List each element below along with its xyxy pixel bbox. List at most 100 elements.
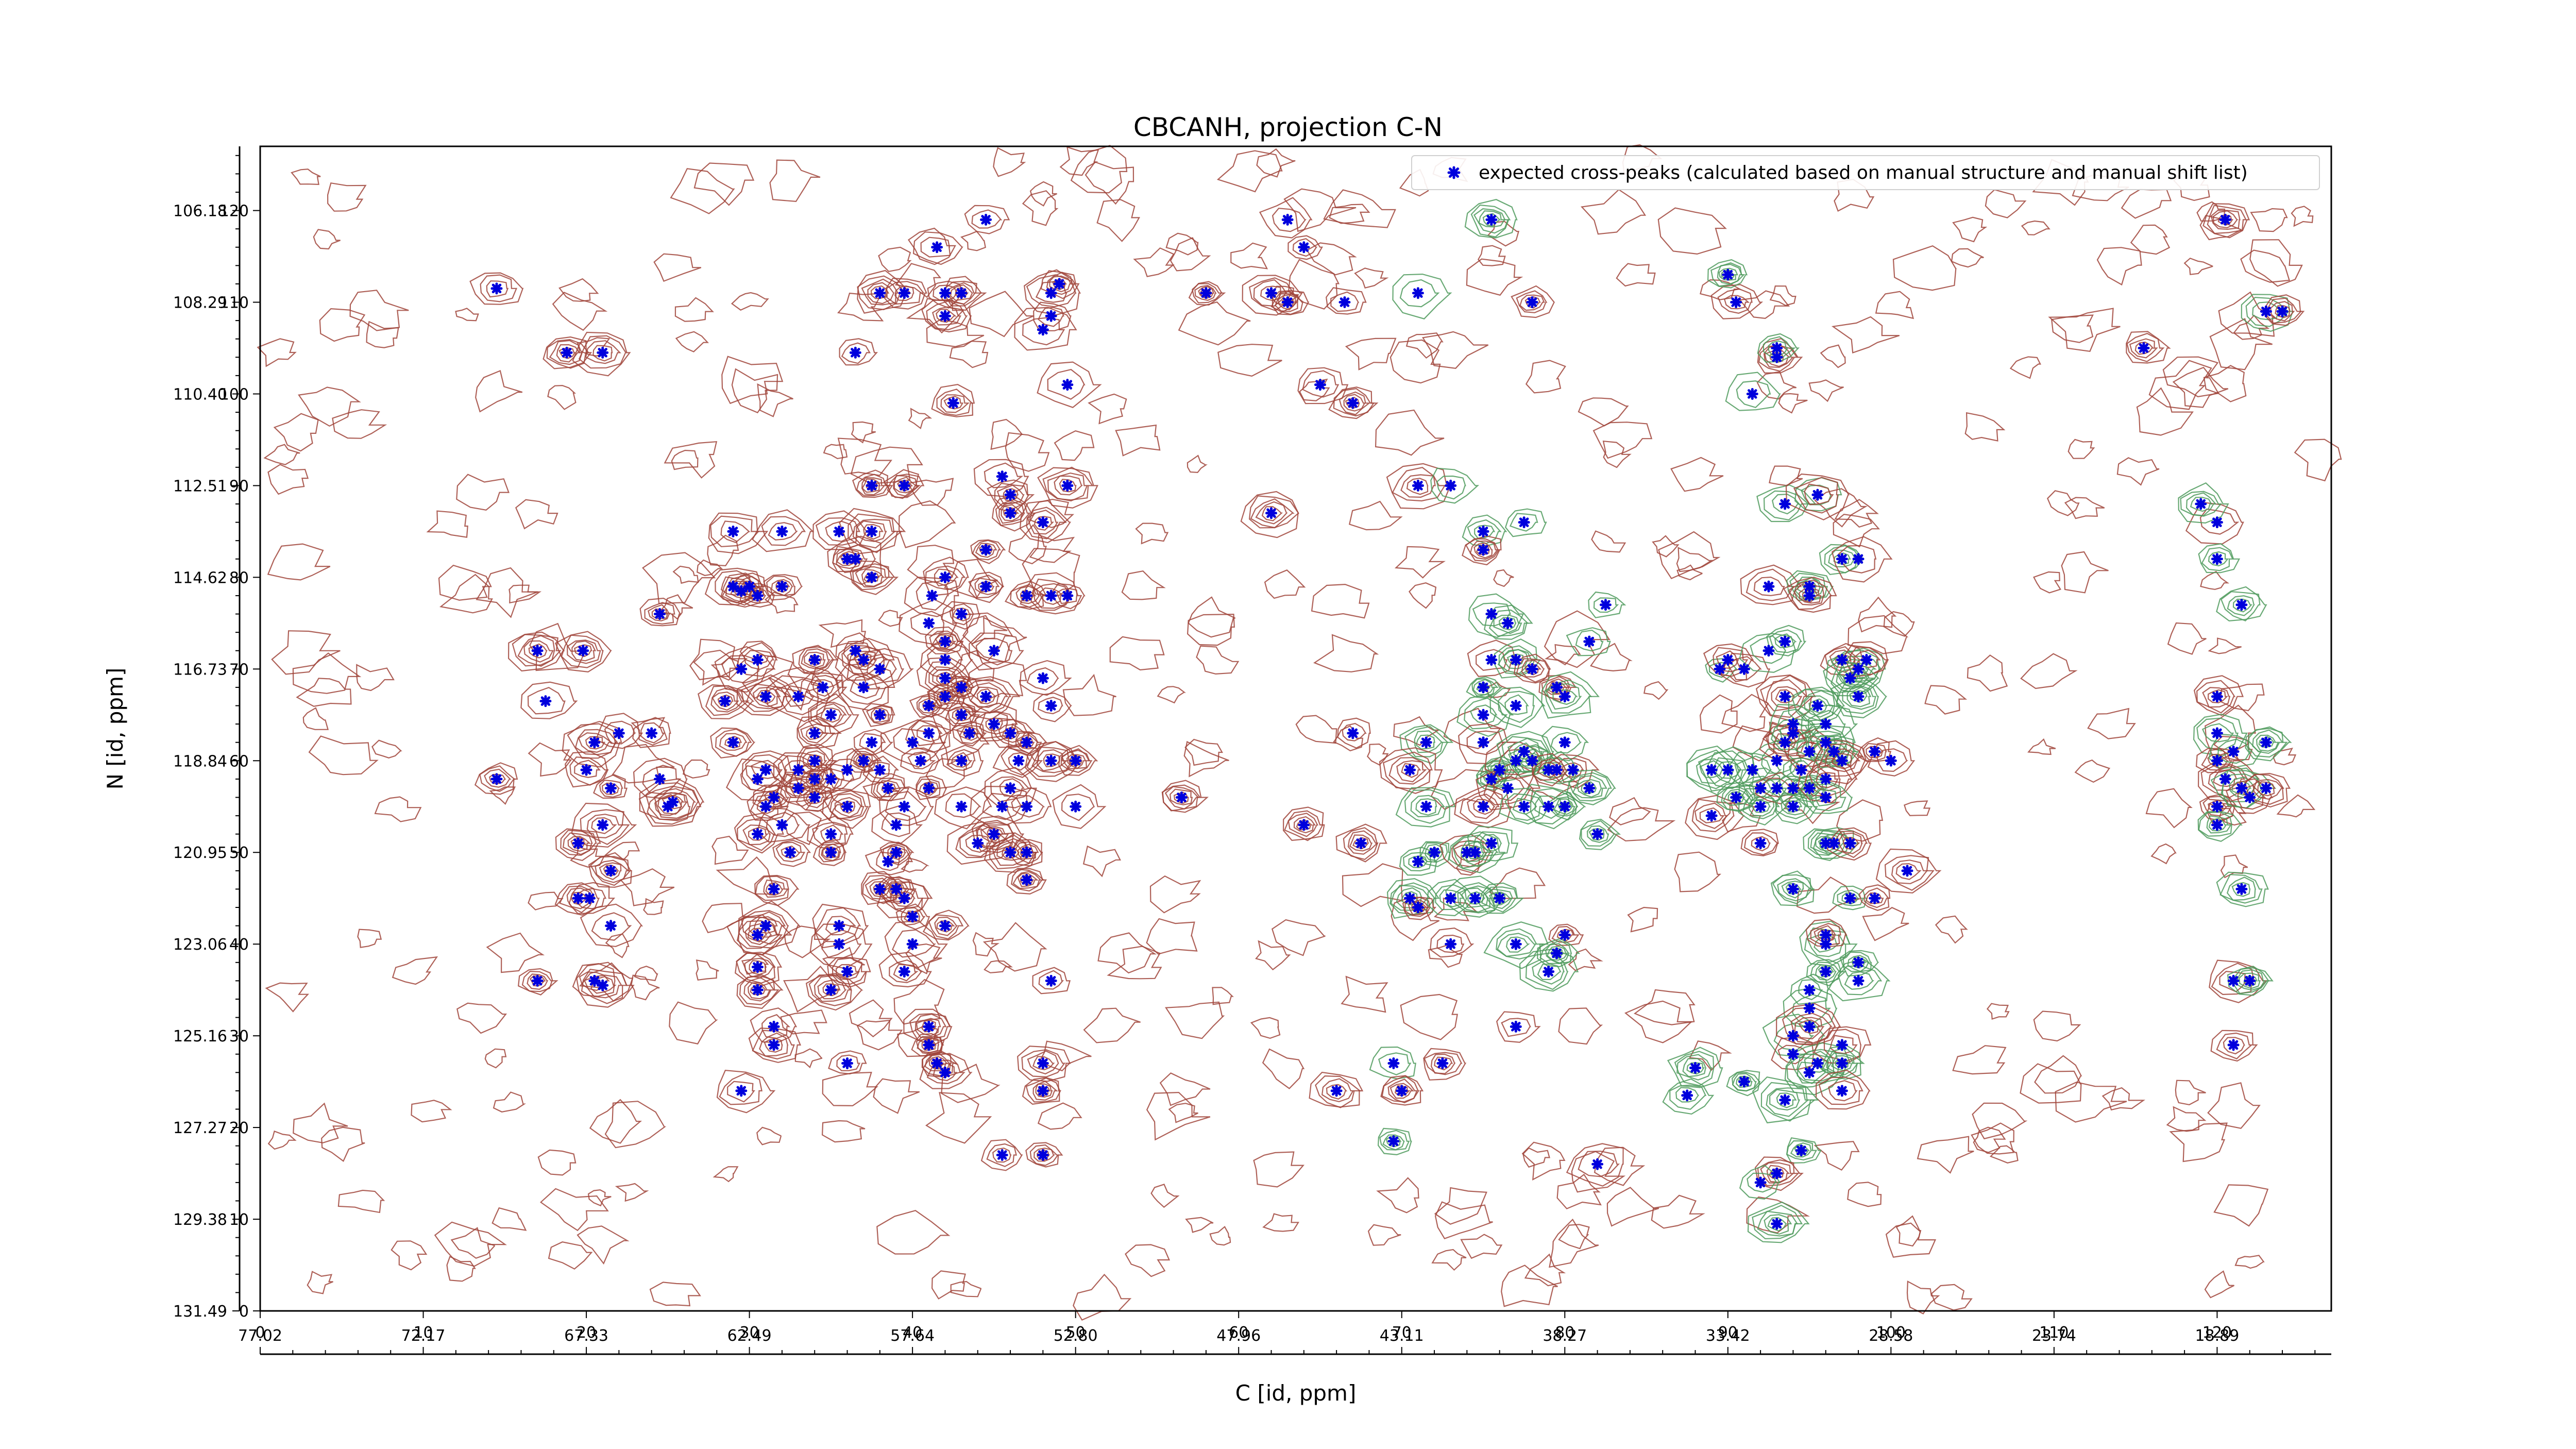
positive-peak-contour bbox=[2257, 781, 2276, 797]
positive-peak-contour bbox=[1337, 717, 1371, 749]
peak-marker bbox=[1061, 589, 1074, 602]
peak-marker bbox=[1412, 855, 1424, 868]
peak-marker bbox=[1526, 296, 1538, 309]
noise-contour bbox=[1847, 1182, 1882, 1207]
negative-peak-contour bbox=[2198, 543, 2241, 574]
positive-peak-contour bbox=[578, 732, 613, 753]
positive-peak-contour bbox=[998, 723, 1027, 743]
positive-peak-contour bbox=[889, 959, 923, 984]
negative-peak-contour bbox=[1763, 490, 1810, 521]
noise-contour bbox=[356, 664, 395, 692]
positive-peak-contour bbox=[1302, 370, 1340, 398]
positive-peak-contour bbox=[992, 1147, 1012, 1163]
negative-peak-contour bbox=[1750, 635, 1786, 664]
peak-marker bbox=[1012, 754, 1025, 767]
negative-peak-contour bbox=[1777, 878, 1812, 902]
positive-peak-contour bbox=[970, 785, 1029, 826]
positive-peak-contour bbox=[1842, 836, 1860, 850]
positive-peak-contour bbox=[847, 646, 885, 676]
noise-contour bbox=[908, 408, 933, 430]
negative-peak-contour bbox=[1414, 730, 1444, 753]
negative-peak-contour bbox=[2252, 729, 2284, 754]
negative-peak-contour bbox=[1831, 662, 1875, 693]
negative-peak-contour bbox=[1498, 617, 1517, 631]
peak-marker bbox=[2276, 305, 2289, 317]
positive-peak-contour bbox=[2212, 210, 2239, 229]
positive-peak-contour bbox=[719, 1072, 762, 1105]
negative-peak-contour bbox=[1776, 709, 1816, 737]
positive-peak-contour bbox=[1002, 726, 1020, 739]
positive-peak-contour bbox=[1261, 506, 1283, 521]
noise-contour bbox=[1602, 440, 1632, 468]
positive-peak-contour bbox=[572, 331, 631, 377]
positive-peak-contour bbox=[574, 760, 601, 778]
x-tick-label: 0 bbox=[255, 1324, 265, 1342]
positive-peak-contour bbox=[1694, 802, 1728, 829]
positive-peak-contour bbox=[1194, 284, 1217, 301]
noise-contour bbox=[267, 464, 309, 495]
positive-peak-contour bbox=[764, 1038, 783, 1053]
noise-contour bbox=[905, 943, 942, 974]
positive-peak-contour bbox=[975, 637, 1013, 666]
peak-marker bbox=[841, 966, 854, 978]
negative-peak-contour bbox=[1794, 477, 1842, 512]
negative-peak-contour bbox=[1790, 973, 1829, 1005]
noise-contour bbox=[1935, 915, 1968, 944]
peak-marker bbox=[1045, 700, 1057, 712]
noise-contour bbox=[548, 1241, 593, 1270]
peak-marker bbox=[939, 1066, 951, 1079]
peak-marker bbox=[1591, 1158, 1604, 1170]
peak-marker bbox=[1787, 800, 1799, 813]
y2-tick-label: 110.40 bbox=[173, 385, 227, 403]
positive-peak-contour bbox=[581, 969, 628, 1004]
x2-tick-label: 57.64 bbox=[890, 1327, 935, 1345]
peak-marker bbox=[1485, 654, 1498, 666]
peak-marker bbox=[996, 800, 1008, 813]
noise-contour bbox=[1375, 409, 1445, 456]
positive-peak-contour bbox=[757, 785, 790, 807]
positive-peak-contour bbox=[1501, 1018, 1531, 1037]
noise-contour bbox=[878, 610, 903, 627]
noise-contour bbox=[2145, 788, 2193, 829]
noise-contour bbox=[1578, 397, 1629, 427]
positive-peak-contour bbox=[925, 565, 966, 591]
peak-marker bbox=[988, 718, 1000, 730]
peak-marker bbox=[939, 672, 951, 684]
negative-peak-contour bbox=[1772, 874, 1814, 904]
positive-peak-contour bbox=[1826, 827, 1872, 861]
positive-peak-contour bbox=[1338, 391, 1371, 415]
positive-peak-contour bbox=[805, 790, 825, 804]
peak-marker bbox=[1803, 580, 1816, 593]
negative-peak-contour bbox=[1818, 966, 1835, 978]
peak-marker bbox=[2227, 1039, 2240, 1051]
negative-peak-contour bbox=[1766, 625, 1807, 656]
negative-peak-contour bbox=[1537, 938, 1580, 968]
positive-peak-contour bbox=[825, 916, 857, 936]
negative-peak-contour bbox=[1369, 1046, 1416, 1080]
noise-contour bbox=[1217, 344, 1282, 377]
peak-marker bbox=[980, 580, 992, 593]
positive-peak-contour bbox=[931, 384, 975, 417]
peak-marker bbox=[1803, 984, 1816, 996]
noise-contour bbox=[1700, 279, 1742, 300]
positive-peak-contour bbox=[1401, 763, 1421, 778]
negative-peak-contour bbox=[2239, 972, 2261, 989]
positive-peak-contour bbox=[825, 520, 855, 542]
positive-peak-contour bbox=[822, 983, 841, 997]
negative-peak-contour bbox=[1462, 514, 1507, 547]
peak-marker bbox=[580, 764, 592, 776]
noise-contour bbox=[757, 383, 793, 417]
positive-peak-contour bbox=[842, 672, 891, 705]
positive-peak-contour bbox=[869, 881, 893, 898]
negative-peak-contour bbox=[1736, 380, 1771, 409]
peak-marker bbox=[939, 635, 951, 648]
peak-marker bbox=[1550, 681, 1563, 694]
noise-contour bbox=[1283, 188, 1357, 232]
peak-marker bbox=[583, 892, 596, 904]
noise-contour bbox=[1431, 1249, 1467, 1271]
x-tick-label: 30 bbox=[740, 1324, 759, 1342]
noise-contour bbox=[1187, 454, 1208, 474]
peak-marker bbox=[972, 837, 984, 849]
positive-peak-contour bbox=[905, 712, 952, 753]
